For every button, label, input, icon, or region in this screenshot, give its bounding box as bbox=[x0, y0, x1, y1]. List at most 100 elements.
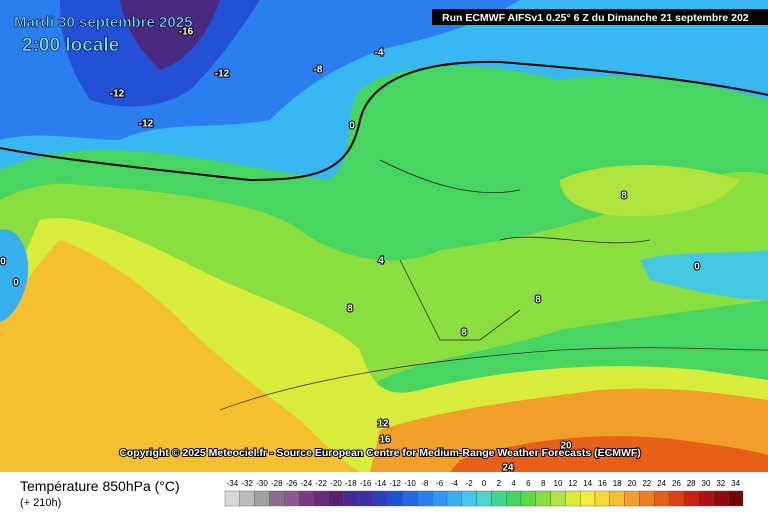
legend-swatch bbox=[372, 490, 389, 507]
legend-swatch bbox=[520, 490, 537, 507]
legend-swatch bbox=[713, 490, 729, 507]
legend-swatch bbox=[565, 490, 581, 507]
legend-swatch bbox=[476, 490, 492, 507]
legend-swatch bbox=[358, 490, 374, 507]
contour-label: 8 bbox=[535, 295, 541, 306]
legend-swatch bbox=[254, 490, 270, 507]
contour-labels: -16 -12 -8 -4 -12 -12 0 0 0 4 8 8 0 8 8 … bbox=[0, 26, 701, 475]
legend-swatch bbox=[654, 490, 670, 507]
legend-tick-label: 12 bbox=[568, 479, 577, 488]
legend-swatch bbox=[417, 490, 433, 507]
legend-tick-label: 22 bbox=[642, 479, 651, 488]
contour-label: -4 bbox=[375, 48, 384, 59]
legend-swatch bbox=[698, 490, 714, 507]
legend-tick-label: 34 bbox=[731, 479, 740, 488]
legend-tick-label: 28 bbox=[687, 479, 696, 488]
legend-tick-label: -30 bbox=[256, 479, 268, 488]
contour-label: -8 bbox=[314, 65, 323, 76]
legend-swatch bbox=[550, 490, 566, 507]
legend-subtitle: (+ 210h) bbox=[20, 497, 61, 509]
legend-tick-label: -8 bbox=[421, 479, 429, 488]
legend-tick-label: -24 bbox=[301, 479, 313, 488]
legend-swatch bbox=[387, 490, 403, 507]
contour-label: 0 bbox=[349, 121, 355, 132]
legend-swatch bbox=[269, 490, 285, 507]
legend-swatch bbox=[284, 490, 300, 507]
contour-label: -12 bbox=[215, 69, 230, 80]
legend-tick-label: -34 bbox=[227, 479, 239, 488]
contour-label: 12 bbox=[377, 419, 389, 430]
legend-tick-label: -6 bbox=[436, 479, 444, 488]
legend-tick-label: 10 bbox=[554, 479, 563, 488]
legend-swatch bbox=[402, 490, 418, 507]
legend-tick-label: 24 bbox=[657, 479, 666, 488]
legend-tick-label: -22 bbox=[315, 479, 327, 488]
legend-tick-label: -18 bbox=[345, 479, 357, 488]
legend-tick-label: 26 bbox=[672, 479, 681, 488]
legend-swatch bbox=[461, 490, 477, 507]
run-label: Run ECMWF AIFSv1 0.25° 6 Z du Dimanche 2… bbox=[442, 12, 749, 24]
legend-tick-label: -28 bbox=[271, 479, 283, 488]
legend-tick-label: 2 bbox=[497, 479, 502, 488]
legend-swatch bbox=[609, 490, 625, 507]
contour-label: -12 bbox=[139, 119, 154, 130]
legend-tick-label: 18 bbox=[613, 479, 622, 488]
legend-tick-label: -10 bbox=[404, 479, 416, 488]
legend-tick-label: 14 bbox=[583, 479, 592, 488]
legend-tick-label: -4 bbox=[451, 479, 459, 488]
legend-tick-label: -16 bbox=[360, 479, 372, 488]
legend-tick-label: 6 bbox=[526, 479, 531, 488]
contour-label: -16 bbox=[179, 27, 194, 38]
map-background bbox=[0, 0, 768, 472]
contour-label: -12 bbox=[110, 89, 125, 100]
color-scale: -34 -32 -30 -28 -26 -24 -22 -20 -18 -16 -14 -12 -10-… bbox=[224, 479, 744, 507]
legend-swatch bbox=[728, 490, 744, 507]
legend-tick-label: 8 bbox=[541, 479, 546, 488]
legend-tick-label: 4 bbox=[511, 479, 516, 488]
contour-label: 0 bbox=[0, 257, 6, 268]
contour-label: 4 bbox=[378, 256, 384, 267]
copyright: Copyright © 2025 Meteociel.fr - Source E… bbox=[119, 447, 641, 459]
legend-swatch bbox=[239, 490, 255, 507]
legend-tick-label: 0 bbox=[482, 479, 487, 488]
date-label: Mardi 30 septembre 2025 bbox=[14, 14, 192, 31]
legend-swatch bbox=[683, 490, 699, 507]
legend-title: Température 850hPa (°C) bbox=[20, 478, 180, 494]
legend-swatch bbox=[343, 490, 359, 507]
legend-swatch bbox=[432, 490, 448, 507]
legend-tick-label: -12 bbox=[389, 479, 401, 488]
legend-tick-label: -26 bbox=[286, 479, 298, 488]
legend-tick-label: -14 bbox=[375, 479, 387, 488]
legend-swatch bbox=[580, 490, 596, 507]
contour-label: 0 bbox=[694, 262, 700, 273]
legend-swatch bbox=[639, 490, 655, 507]
time-label: 2:00 locale bbox=[22, 35, 119, 56]
legend-swatch bbox=[668, 490, 685, 507]
legend-swatch bbox=[446, 490, 463, 507]
run-banner bbox=[432, 9, 768, 25]
legend-tick-label: -20 bbox=[330, 479, 342, 488]
legend-swatch bbox=[594, 490, 611, 507]
legend-swatch bbox=[506, 490, 522, 507]
legend-tick-label: 16 bbox=[598, 479, 607, 488]
contour-label: 0 bbox=[13, 278, 19, 289]
contour-label: 8 bbox=[347, 304, 353, 315]
legend-swatch bbox=[313, 490, 329, 507]
legend-tick-label: 30 bbox=[702, 479, 711, 488]
legend-swatch bbox=[298, 490, 315, 507]
legend-tick-label: 20 bbox=[628, 479, 637, 488]
legend-swatch bbox=[624, 490, 640, 507]
legend-swatch bbox=[535, 490, 551, 507]
contour-label: 8 bbox=[461, 328, 467, 339]
contour-label: 8 bbox=[621, 191, 627, 202]
contour-label: 24 bbox=[502, 463, 514, 474]
legend-tick-label: 32 bbox=[716, 479, 725, 488]
legend-swatch bbox=[224, 490, 241, 507]
legend-swatch bbox=[328, 490, 344, 507]
legend-tick-label: -32 bbox=[241, 479, 253, 488]
contour-label: 16 bbox=[379, 435, 391, 446]
legend-swatch bbox=[491, 490, 507, 507]
contour-label: 20 bbox=[560, 441, 572, 452]
legend-tick-label: -2 bbox=[466, 479, 474, 488]
